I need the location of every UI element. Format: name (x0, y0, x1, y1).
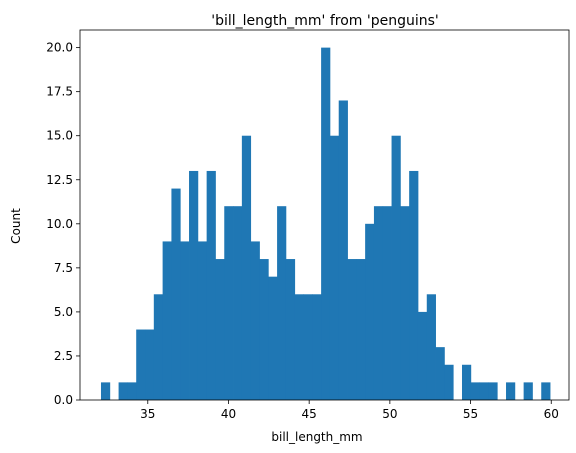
histogram-bar (136, 329, 146, 400)
histogram-bar (373, 206, 384, 400)
histogram-bar (145, 329, 155, 400)
histogram-bar (461, 364, 472, 400)
histogram-bar (417, 311, 428, 400)
histogram-bar (365, 223, 375, 400)
y-tick-label: 0.0 (54, 393, 73, 407)
histogram-bar (233, 206, 243, 400)
histogram-bar (197, 241, 208, 400)
x-axis-label: bill_length_mm (271, 430, 362, 444)
histogram-bar (444, 364, 454, 400)
y-tick-label: 15.0 (46, 129, 73, 143)
y-tick-label: 12.5 (46, 173, 73, 187)
histogram-bar (435, 347, 445, 400)
x-tick-label: 40 (221, 407, 236, 421)
y-tick-label: 7.5 (54, 261, 73, 275)
histogram-bar (162, 241, 172, 400)
histogram-bar (409, 170, 419, 400)
histogram-bar (321, 47, 331, 400)
histogram-bar (329, 135, 340, 400)
x-axis-ticks: 35 40 45 50 55 60 (140, 400, 559, 421)
histogram-bar (541, 382, 551, 400)
histogram-bar (479, 382, 489, 400)
histogram-bar (100, 382, 111, 400)
y-axis-label: Count (9, 208, 23, 244)
histogram-bar (303, 294, 313, 400)
y-tick-label: 10.0 (46, 217, 73, 231)
histogram-bar (259, 259, 269, 400)
histogram-bar (391, 135, 401, 400)
histogram-bar (523, 382, 533, 400)
histogram-bar (506, 382, 516, 400)
histogram-bar (285, 259, 296, 400)
histogram-bar (268, 276, 278, 400)
histogram-bar (382, 206, 392, 400)
histogram-bar (470, 382, 481, 400)
histogram-bar (488, 382, 498, 400)
histogram-bar (347, 259, 357, 400)
histogram-bar (356, 259, 366, 400)
histogram-bar (338, 100, 348, 400)
histogram-bar (118, 382, 128, 400)
histogram-bar (400, 206, 410, 400)
plot-frame (79, 29, 570, 401)
y-tick-label: 2.5 (54, 349, 73, 363)
histogram-bar (206, 170, 216, 400)
y-tick-label: 5.0 (54, 305, 73, 319)
histogram-bar (277, 206, 287, 400)
histogram-bar (426, 294, 436, 400)
histogram-bar (250, 241, 260, 400)
x-tick-label: 45 (302, 407, 317, 421)
x-tick-label: 60 (544, 407, 559, 421)
chart-title: 'bill_length_mm' from 'penguins' (211, 13, 439, 29)
histogram-bar (127, 382, 137, 400)
histogram-bar (241, 135, 252, 400)
x-tick-label: 35 (140, 407, 155, 421)
histogram-bar (153, 294, 164, 400)
x-tick-label: 50 (382, 407, 397, 421)
x-tick-label: 55 (463, 407, 478, 421)
histogram-bar (294, 294, 304, 400)
histogram-bar (189, 170, 199, 400)
histogram-bar (224, 206, 234, 400)
y-tick-label: 17.5 (46, 85, 73, 99)
histogram-bar (215, 259, 225, 400)
histogram-bar (171, 188, 181, 400)
y-axis-ticks: 0.0 2.5 5.0 7.5 10.0 12.5 15.0 17.5 20.0 (46, 41, 80, 407)
y-tick-label: 20.0 (46, 41, 73, 55)
bars-group (100, 47, 551, 400)
histogram-bar (312, 294, 322, 400)
histogram-bar (180, 241, 190, 400)
